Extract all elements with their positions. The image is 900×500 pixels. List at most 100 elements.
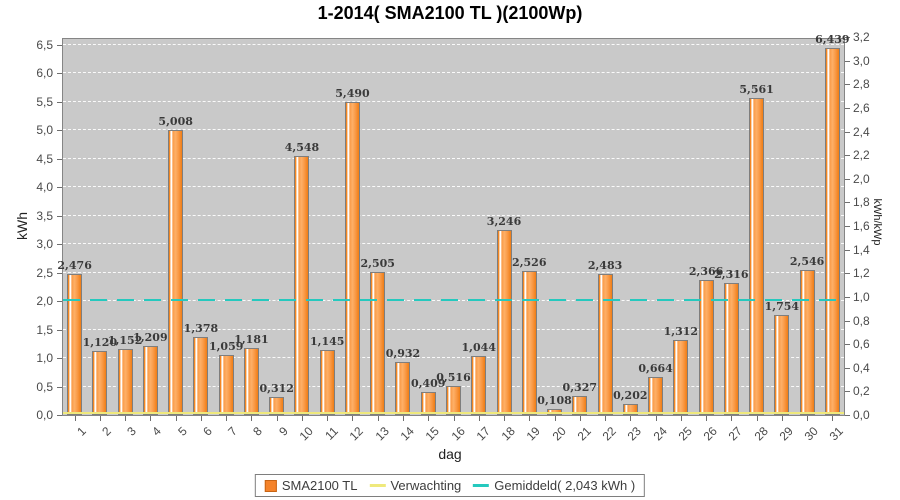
x-tickmark <box>453 416 455 421</box>
y-tick-label-right: 3,0 <box>853 53 870 68</box>
bar-value-label-day-1: 2,476 <box>57 259 92 272</box>
x-tick-label-day-24: 24 <box>650 424 670 444</box>
y-tickmark-right <box>845 344 850 346</box>
gridline <box>63 157 844 159</box>
bar-value-label-day-6: 1,378 <box>183 322 219 335</box>
bar-day-5 <box>168 130 184 415</box>
y-tick-label-left: 6,0 <box>36 66 53 81</box>
x-tickmark <box>478 416 480 421</box>
x-tickmark <box>352 416 354 421</box>
bar-value-label-day-22: 2,483 <box>587 259 623 272</box>
x-tick-label-day-13: 13 <box>372 424 392 444</box>
bar-day-15 <box>420 392 436 415</box>
x-tick-label-day-23: 23 <box>624 424 645 444</box>
x-tick-label-day-21: 21 <box>574 424 594 444</box>
y-tickmark-left <box>57 329 62 331</box>
x-tickmark <box>226 416 228 421</box>
y-tick-label-right: 0,4 <box>853 360 870 375</box>
bar-value-label-day-4: 1,209 <box>133 331 168 344</box>
legend-label-gemiddeld: Gemiddeld( 2,043 kWh ) <box>494 478 636 493</box>
bar-value-label-day-26: 2,366 <box>688 265 724 278</box>
x-tick-label-day-4: 4 <box>149 424 165 439</box>
y-tick-label-right: 0,2 <box>853 384 870 399</box>
x-tick-label-day-15: 15 <box>422 424 443 444</box>
y-tick-label-right: 3,2 <box>853 30 870 44</box>
legend: SMA2100 TL Verwachting Gemiddeld( 2,043 … <box>254 474 646 497</box>
x-tick-label-day-25: 25 <box>675 424 695 444</box>
y-tickmark-right <box>845 60 850 62</box>
x-tickmark <box>402 416 404 421</box>
y-tick-label-right: 0,8 <box>853 313 870 328</box>
bar-day-13 <box>370 272 386 415</box>
average-line <box>63 299 844 301</box>
y-axis-label-right: kWh/kWp <box>871 198 883 246</box>
y-tick-label-right: 2,8 <box>853 77 870 92</box>
bar-value-label-day-18: 3,246 <box>486 215 522 228</box>
x-tickmark <box>655 416 657 421</box>
x-tickmark <box>301 416 303 421</box>
bar-value-label-day-17: 1,044 <box>461 341 496 354</box>
x-tickmark <box>630 416 632 421</box>
y-tick-label-left: 3,5 <box>36 208 53 223</box>
y-tick-label-left: 2,5 <box>36 265 53 280</box>
gridline <box>63 214 844 216</box>
legend-item-gemiddeld: Gemiddeld( 2,043 kWh ) <box>473 478 635 493</box>
bar-day-14 <box>395 362 411 415</box>
bar-day-9 <box>269 397 285 415</box>
y-tickmark-right <box>845 107 850 109</box>
x-tick-label-day-14: 14 <box>397 424 417 444</box>
bar-value-label-day-12: 5,490 <box>335 87 370 100</box>
x-tickmark <box>756 416 758 421</box>
x-tick-label-day-10: 10 <box>296 424 316 444</box>
bar-day-12 <box>344 102 360 415</box>
y-tickmark-left <box>57 130 62 132</box>
chart-title: 1-2014( SMA2100 TL )(2100Wp) <box>317 3 583 23</box>
bar-day-24 <box>648 377 664 415</box>
legend-swatch-gemiddeld-icon <box>473 484 490 487</box>
y-tick-label-right: 1,4 <box>853 242 870 257</box>
bar-day-2 <box>92 351 108 415</box>
y-tickmark-right <box>845 273 850 275</box>
x-tickmark <box>99 416 101 421</box>
gridline <box>63 357 844 359</box>
bar-value-label-day-16: 0,516 <box>436 371 471 384</box>
bar-day-30 <box>799 270 815 415</box>
bar-value-label-day-23: 0,202 <box>613 389 648 402</box>
y-tick-label-right: 1,0 <box>853 289 870 304</box>
x-tickmark <box>504 416 506 421</box>
y-tick-label-left: 5,0 <box>36 123 53 138</box>
y-tick-label-right: 0,6 <box>853 337 870 352</box>
bar-value-label-day-31: 6,439 <box>815 33 850 46</box>
y-tick-label-left: 4,5 <box>36 151 53 166</box>
y-tick-label-left: 0,0 <box>36 408 53 422</box>
y-tickmark-left <box>57 415 62 416</box>
bar-day-21 <box>572 396 588 415</box>
y-tickmark-right <box>845 296 850 298</box>
legend-label-verwachting: Verwachting <box>390 478 462 493</box>
bar-value-label-day-2: 1,120 <box>82 336 118 349</box>
bar-day-25 <box>673 340 689 415</box>
y-tickmark-right <box>845 367 850 369</box>
y-tickmark-left <box>57 301 62 303</box>
bar-value-label-day-15: 0,409 <box>411 377 446 390</box>
bar-day-7 <box>218 355 234 415</box>
x-tick-label-day-27: 27 <box>725 424 746 444</box>
bar-day-17 <box>471 356 487 415</box>
y-tickmark-right <box>845 155 850 157</box>
y-tick-label-left: 0,5 <box>36 379 53 394</box>
y-tick-label-right: 2,6 <box>853 100 870 115</box>
y-tickmark-left <box>57 101 62 103</box>
y-tick-label-left: 6,5 <box>36 38 53 52</box>
y-tickmark-left <box>57 187 62 189</box>
gridline <box>63 243 844 245</box>
bar-day-18 <box>496 230 512 415</box>
bar-value-label-day-19: 2,526 <box>512 256 547 269</box>
y-tick-label-left: 3,0 <box>36 237 53 252</box>
x-tick-label-day-18: 18 <box>498 424 518 444</box>
y-tick-label-right: 2,2 <box>853 148 870 163</box>
bar-value-label-day-10: 4,548 <box>284 141 320 154</box>
y-tick-label-left: 2,0 <box>36 294 53 309</box>
x-tick-label-day-26: 26 <box>700 424 720 444</box>
y-tick-label-right: 0,0 <box>853 408 870 422</box>
x-tickmark <box>554 416 556 421</box>
